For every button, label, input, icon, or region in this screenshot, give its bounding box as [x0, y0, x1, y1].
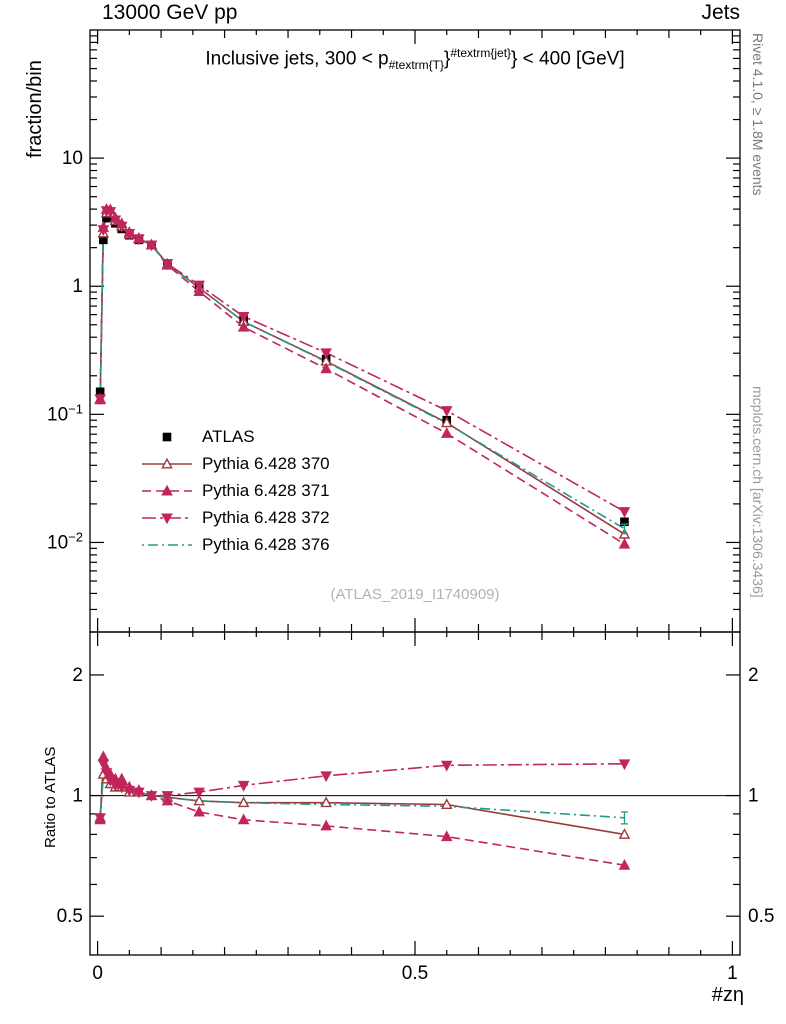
pythia-371-marker-icon	[140, 482, 194, 500]
svg-text:1: 1	[72, 276, 83, 297]
rivet-version-label: Rivet 4.1.0, ≥ 1.8M events	[750, 33, 766, 196]
legend-label: Pythia 6.428 370	[202, 453, 330, 473]
legend-item-pythia-376: Pythia 6.428 376	[140, 531, 330, 558]
atlas-marker-icon	[140, 428, 194, 446]
svg-text:10−2: 10−2	[47, 529, 83, 553]
pythia-372-marker-icon	[140, 509, 194, 527]
beam-energy-label: 13000 GeV pp	[102, 1, 238, 24]
plot-title-superscript: #textrm{jet}	[450, 46, 512, 60]
analysis-group-label: Jets	[701, 1, 740, 24]
legend-label: Pythia 6.428 376	[202, 534, 330, 554]
plot-title: Inclusive jets, 300 < p#textrm{T}}#textr…	[205, 46, 624, 72]
mcplots-reference-label: mcplots.cern.ch [arXiv:1306.3436]	[750, 386, 766, 598]
legend-item-pythia-371: Pythia 6.428 371	[140, 477, 330, 504]
svg-text:1: 1	[727, 963, 738, 984]
legend-label: Pythia 6.428 372	[202, 507, 330, 527]
legend-item-pythia-372: Pythia 6.428 372	[140, 504, 330, 531]
legend-label: ATLAS	[202, 426, 255, 446]
svg-text:0.5: 0.5	[748, 906, 774, 927]
pythia-370-marker-icon	[140, 455, 194, 473]
x-axis-label: #zη	[711, 984, 744, 1006]
legend-item-pythia-370: Pythia 6.428 370	[140, 450, 330, 477]
svg-text:0.5: 0.5	[57, 906, 83, 927]
analysis-id-watermark: (ATLAS_2019_I1740909)	[330, 586, 500, 603]
legend-label: Pythia 6.428 371	[202, 480, 330, 500]
pythia-376-marker-icon	[140, 536, 194, 554]
svg-text:10−1: 10−1	[47, 401, 83, 425]
plot-title-subscript: #textrm{T}	[388, 58, 444, 73]
svg-text:2: 2	[72, 665, 83, 686]
svg-text:1: 1	[748, 786, 759, 807]
ratio-y-axis-label: Ratio to ATLAS	[42, 746, 59, 848]
svg-text:10: 10	[62, 148, 83, 169]
svg-text:0.5: 0.5	[402, 963, 428, 984]
legend: ATLAS Pythia 6.428 370 Pythia 6.428 371 …	[140, 423, 330, 558]
svg-text:0: 0	[92, 963, 103, 984]
legend-item-atlas: ATLAS	[140, 423, 330, 450]
plot-title-suffix: } < 400 [GeV]	[511, 48, 625, 70]
plot-title-prefix: Inclusive jets, 300 < p	[205, 48, 389, 70]
plot-title-mid: }	[443, 48, 451, 70]
svg-text:2: 2	[748, 665, 759, 686]
y-axis-label: fraction/bin	[24, 60, 46, 158]
svg-text:1: 1	[72, 786, 83, 807]
